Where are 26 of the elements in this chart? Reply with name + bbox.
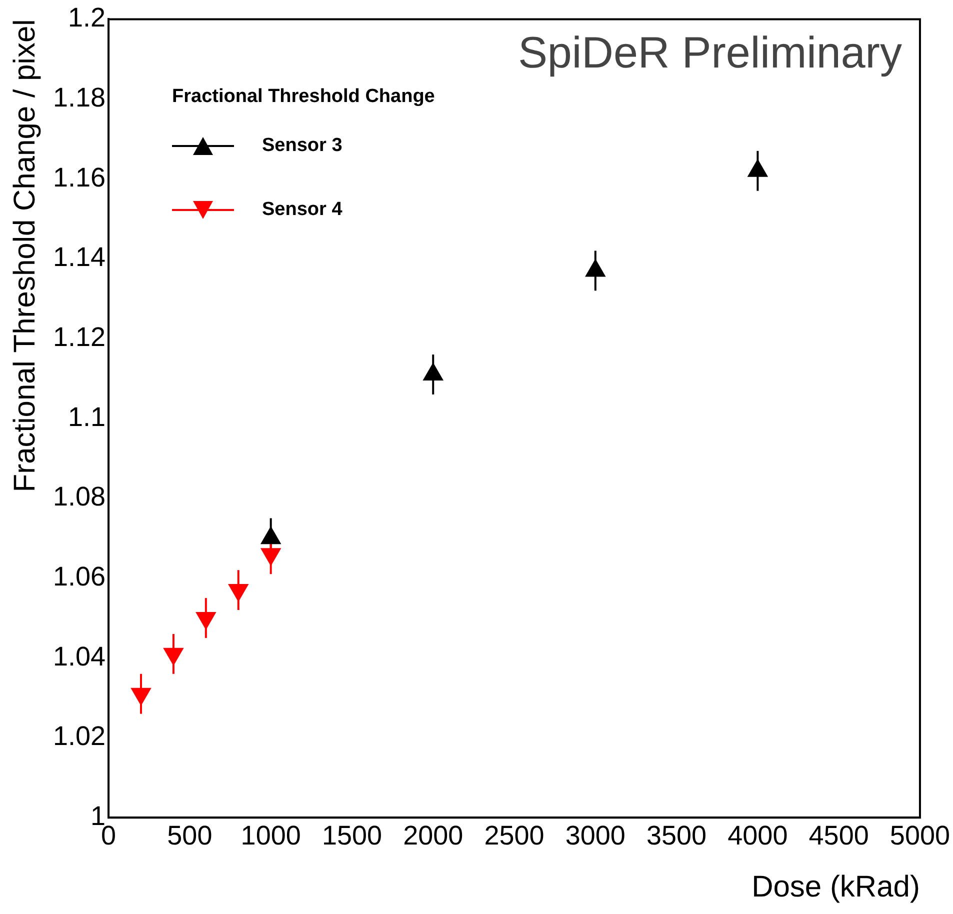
x-tick-label: 4000: [728, 820, 788, 850]
x-tick-label: 2000: [403, 820, 464, 850]
x-tick-label: 3000: [565, 820, 626, 850]
legend-label: Sensor 4: [262, 199, 342, 221]
x-tick-label: 2500: [484, 820, 544, 850]
x-tick-label: 500: [167, 820, 212, 850]
y-axis-title: Fractional Threshold Change / pixel: [8, 19, 42, 492]
y-tick-label: 1.04: [52, 641, 106, 672]
y-tick-label: 1.12: [52, 322, 106, 352]
y-tick-label: 1.02: [52, 721, 106, 752]
x-tick-label: 5000: [890, 820, 950, 850]
x-axis-title: Dose (kRad): [752, 870, 920, 904]
x-tick-label: 3500: [646, 820, 707, 850]
y-tick-label: 1.18: [52, 82, 106, 112]
y-tick-label: 1.06: [52, 562, 106, 592]
y-tick-label: 1.14: [52, 242, 106, 272]
x-tick-label: 4500: [808, 820, 869, 850]
y-tick-label: 1.08: [52, 482, 106, 512]
y-tick-label: 1.1: [68, 402, 106, 432]
y-tick-label: 1.2: [68, 2, 106, 33]
x-tick-label: 1000: [240, 820, 301, 850]
x-tick-label: 1500: [322, 820, 382, 850]
annotation: SpiDeR Preliminary: [518, 28, 902, 78]
y-tick-label: 1.16: [52, 162, 106, 192]
legend-label: Sensor 3: [262, 135, 342, 157]
legend-title: Fractional Threshold Change: [172, 86, 435, 108]
